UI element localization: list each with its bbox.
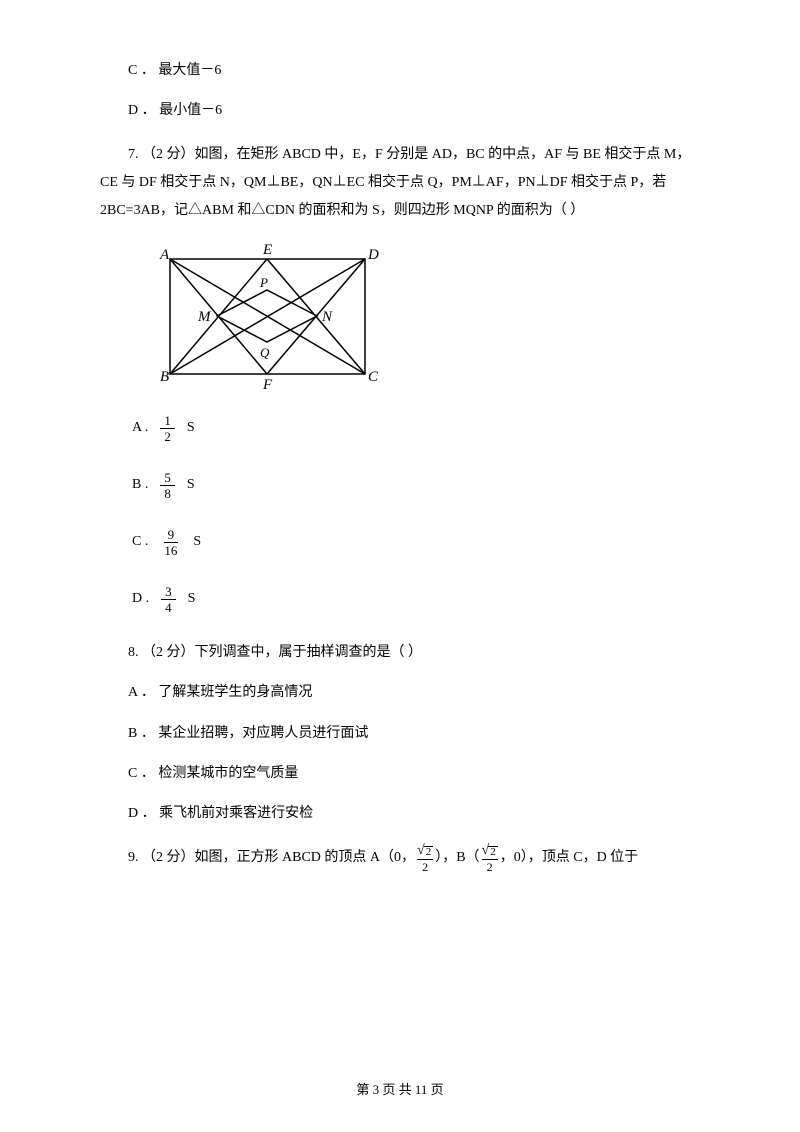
q7-option-b-label: B . bbox=[132, 477, 148, 493]
page-footer: 第 3 页 共 11 页 bbox=[0, 1079, 800, 1098]
q9-frac2: √ 2 2 bbox=[482, 844, 498, 873]
prev-option-c: C ． 最大值－6 bbox=[100, 60, 700, 82]
q7-svg: A B C D E F M N P Q bbox=[150, 239, 385, 394]
label-b: B bbox=[160, 369, 169, 385]
q7-option-c-suffix: S bbox=[193, 534, 201, 550]
radicand: 2 bbox=[488, 846, 498, 858]
q9-frac1: √ 2 2 bbox=[417, 844, 433, 873]
prev-option-d: D ． 最小值－6 bbox=[100, 100, 700, 122]
q8-option-d: D ． 乘飞机前对乘客进行安检 bbox=[100, 803, 700, 825]
q7-option-a-label: A . bbox=[132, 420, 148, 436]
fraction-den: 4 bbox=[161, 600, 176, 614]
fraction-den: 16 bbox=[160, 543, 181, 557]
label-d: D bbox=[367, 247, 379, 263]
q7-option-c: C . 9 16 S bbox=[132, 528, 700, 557]
label-f: F bbox=[262, 377, 273, 393]
label-q: Q bbox=[260, 345, 270, 360]
fraction-den: 2 bbox=[160, 429, 175, 443]
q7-option-b-fraction: 5 8 bbox=[160, 471, 175, 500]
q7-option-a: A . 1 2 S bbox=[132, 414, 700, 443]
fraction-den: 2 bbox=[418, 860, 432, 873]
q9-prefix: 9. （2 分）如图，正方形 ABCD 的顶点 A（0， bbox=[128, 844, 415, 872]
fraction-den: 2 bbox=[483, 860, 497, 873]
fraction-num: 5 bbox=[160, 471, 175, 486]
q7-diagram: A B C D E F M N P Q bbox=[150, 239, 385, 394]
sqrt-num: √ 2 bbox=[417, 844, 433, 860]
label-m: M bbox=[197, 309, 212, 325]
label-c: C bbox=[368, 369, 379, 385]
label-a: A bbox=[159, 247, 170, 263]
radicand: 2 bbox=[424, 846, 434, 858]
q8-option-c: C ． 检测某城市的空气质量 bbox=[100, 763, 700, 785]
q7-option-b-suffix: S bbox=[187, 477, 195, 493]
label-p: P bbox=[259, 275, 268, 290]
q9-mid1: ），B（ bbox=[435, 844, 479, 872]
q7-option-d-suffix: S bbox=[188, 591, 196, 607]
q7-option-b: B . 5 8 S bbox=[132, 471, 700, 500]
q8-text: 8. （2 分）下列调查中，属于抽样调查的是（ ） bbox=[100, 642, 700, 664]
q7-option-c-label: C . bbox=[132, 534, 148, 550]
fraction-num: 3 bbox=[161, 585, 176, 600]
q9-text: 9. （2 分）如图，正方形 ABCD 的顶点 A（0， √ 2 2 ），B（ … bbox=[128, 844, 700, 873]
q8-option-a: A ． 了解某班学生的身高情况 bbox=[100, 682, 700, 704]
q7-text: 7. （2 分）如图，在矩形 ABCD 中，E，F 分别是 AD，BC 的中点，… bbox=[100, 141, 700, 225]
q8-option-b: B ． 某企业招聘，对应聘人员进行面试 bbox=[100, 723, 700, 745]
label-e: E bbox=[262, 242, 272, 258]
q7-option-c-fraction: 9 16 bbox=[160, 528, 181, 557]
fraction-num: 1 bbox=[160, 414, 175, 429]
q7-option-d: D . 3 4 S bbox=[132, 585, 700, 614]
q7-option-a-suffix: S bbox=[187, 420, 195, 436]
fraction-num: 9 bbox=[164, 528, 179, 543]
q7-option-a-fraction: 1 2 bbox=[160, 414, 175, 443]
q7-option-d-label: D . bbox=[132, 591, 149, 607]
q9-mid2: ，0），顶点 C，D 位于 bbox=[500, 844, 638, 872]
sqrt-num: √ 2 bbox=[482, 844, 498, 860]
label-n: N bbox=[321, 309, 333, 325]
q7-option-d-fraction: 3 4 bbox=[161, 585, 176, 614]
fraction-den: 8 bbox=[160, 486, 175, 500]
